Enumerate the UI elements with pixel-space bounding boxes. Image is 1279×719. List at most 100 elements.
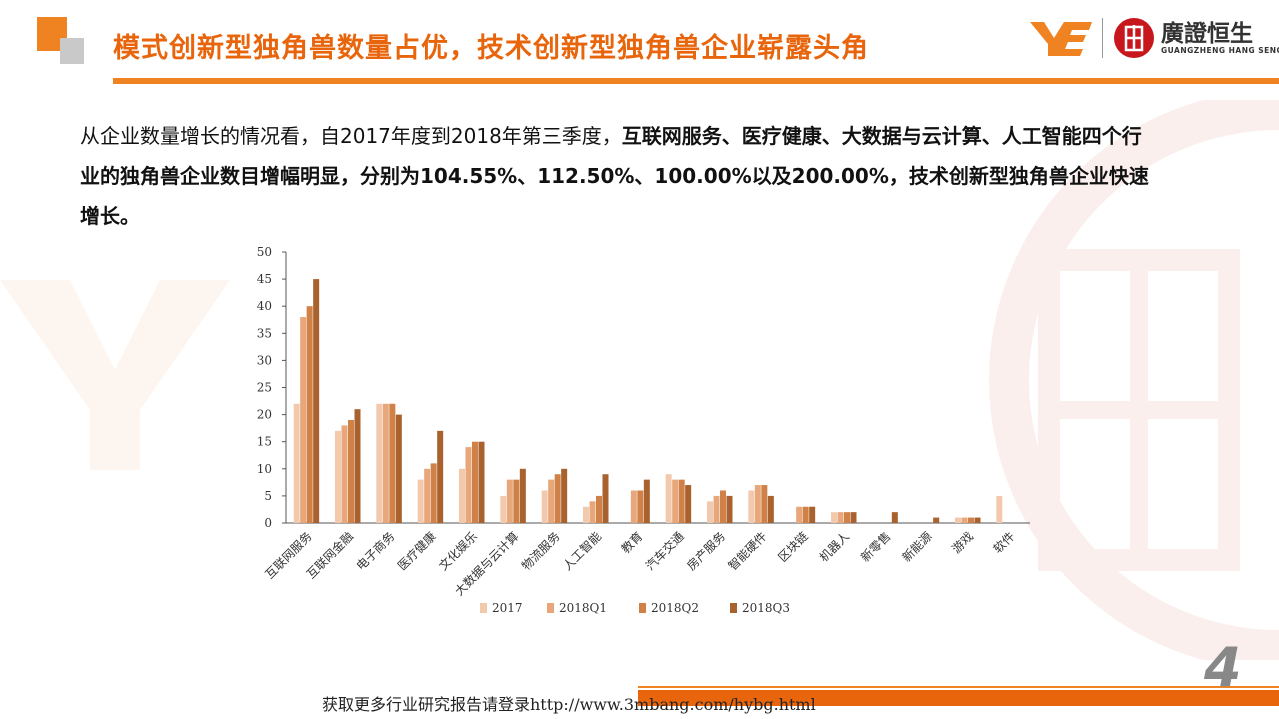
logo-name-cn: 廣證恒生 xyxy=(1161,21,1253,47)
legend-label-2018Q1: 2018Q1 xyxy=(559,601,607,615)
bar-2018Q1 xyxy=(630,490,637,523)
x-category-label: 新能源 xyxy=(899,529,935,565)
bar-2018Q3 xyxy=(726,495,733,523)
bar-2018Q2 xyxy=(637,490,644,523)
x-category-label: 智能硬件 xyxy=(725,529,770,574)
x-category-label: 电子商务 xyxy=(353,529,398,574)
bar-2018Q3 xyxy=(395,414,402,523)
y-tick-label: 40 xyxy=(257,299,272,313)
bar-2018Q2 xyxy=(306,306,313,523)
bar-2018Q3 xyxy=(354,409,361,523)
ye-logo-icon xyxy=(1030,22,1092,56)
bar-2017 xyxy=(335,430,341,523)
watermark-logo-left xyxy=(0,280,230,470)
bar-2018Q3 xyxy=(561,468,568,523)
bar-2018Q2 xyxy=(554,474,561,523)
bar-2018Q2 xyxy=(678,479,685,523)
bar-2018Q3 xyxy=(767,495,774,523)
bar-2018Q2 xyxy=(513,479,520,523)
x-category-label: 区块链 xyxy=(775,529,811,565)
bar-2017 xyxy=(583,506,589,523)
y-tick-label: 10 xyxy=(257,462,272,476)
footer-link-text[interactable]: 获取更多行业研究报告请登录http://www.3mbang.com/hybg.… xyxy=(322,695,816,714)
bar-2018Q2 xyxy=(761,485,768,523)
bar-2018Q2 xyxy=(802,506,809,523)
y-tick-label: 15 xyxy=(257,435,272,449)
bar-2018Q1 xyxy=(548,479,555,523)
title-underline xyxy=(113,78,1279,84)
x-category-label: 人工智能 xyxy=(560,529,605,574)
intro-text: 从企业数量增长的情况看，自2017年度到2018年第三季度， xyxy=(80,124,622,148)
bar-2018Q1 xyxy=(382,403,389,523)
x-category-label: 汽车交通 xyxy=(642,529,687,574)
y-tick-label: 25 xyxy=(257,381,272,395)
seal-logo-icon xyxy=(1114,18,1154,58)
unicorn-count-bar-chart: 05101520253035404550互联网服务互联网金融电子商务医疗健康文化… xyxy=(257,245,1030,615)
x-category-label: 游戏 xyxy=(949,529,976,556)
logo-separator xyxy=(1102,18,1103,58)
bar-2018Q1 xyxy=(300,317,307,523)
bar-2017 xyxy=(996,495,1003,523)
bar-2018Q2 xyxy=(596,495,602,523)
footer-bar xyxy=(638,690,1279,706)
bar-2017 xyxy=(459,468,465,523)
bar-2018Q1 xyxy=(341,425,348,523)
bar-2018Q2 xyxy=(430,463,437,523)
x-category-label: 机器人 xyxy=(817,529,852,564)
legend-label-2017: 2017 xyxy=(492,601,523,615)
y-tick-label: 50 xyxy=(257,245,272,259)
x-category-label: 物流服务 xyxy=(518,529,563,574)
x-category-label: 医疗健康 xyxy=(394,529,439,574)
bar-2017 xyxy=(293,403,300,523)
bar-2017 xyxy=(541,490,548,523)
intro-highlight-text: 互联网服务、医疗健康、大数据与云计算、人工智能四个行业的独角兽企业数目增幅明显，… xyxy=(80,124,1149,228)
bar-2018Q2 xyxy=(844,512,850,523)
y-tick-label: 35 xyxy=(257,326,272,340)
bar-2017 xyxy=(376,403,383,523)
intro-paragraph: 从企业数量增长的情况看，自2017年度到2018年第三季度，互联网服务、医疗健康… xyxy=(80,116,1150,236)
legend-label-2018Q2: 2018Q2 xyxy=(651,601,699,615)
bar-2018Q3 xyxy=(891,512,898,523)
bar-2018Q1 xyxy=(589,501,596,523)
x-category-label: 新零售 xyxy=(857,529,893,565)
x-category-label: 教育 xyxy=(618,529,646,557)
bar-2018Q3 xyxy=(478,441,485,523)
bar-2018Q3 xyxy=(850,512,857,523)
bar-2018Q3 xyxy=(602,474,609,523)
bar-2018Q2 xyxy=(720,490,726,523)
bar-2018Q1 xyxy=(796,506,803,523)
bar-2018Q3 xyxy=(933,517,940,523)
bar-2018Q3 xyxy=(809,506,816,523)
bar-2018Q3 xyxy=(974,517,981,523)
page-title: 模式创新型独角兽数量占优，技术创新型独角兽企业崭露头角 xyxy=(113,33,869,64)
header-square-gray xyxy=(60,38,84,64)
bar-2018Q3 xyxy=(437,430,444,523)
bar-2018Q1 xyxy=(672,479,679,523)
x-category-label: 软件 xyxy=(991,529,1018,556)
bar-2017 xyxy=(417,479,424,523)
bar-2018Q3 xyxy=(685,485,692,523)
bar-2018Q2 xyxy=(968,517,974,523)
bar-2017 xyxy=(500,495,507,523)
logo-name-en: GUANGZHENG HANG SENG xyxy=(1161,46,1279,55)
footer-bar-line xyxy=(638,686,1279,688)
watermark-seal-right xyxy=(989,100,1279,660)
bar-2017 xyxy=(748,490,755,523)
legend-swatch-2017 xyxy=(480,603,487,613)
bar-2018Q1 xyxy=(754,485,761,523)
bar-2018Q1 xyxy=(465,447,472,523)
bar-2018Q1 xyxy=(961,517,968,523)
bar-2018Q2 xyxy=(389,403,396,523)
bar-2018Q1 xyxy=(424,468,431,523)
bar-2018Q3 xyxy=(643,479,650,523)
bar-2017 xyxy=(665,474,672,523)
x-category-label: 房产服务 xyxy=(684,529,729,574)
page-number: 4 xyxy=(1204,636,1242,699)
bar-2018Q1 xyxy=(837,512,844,523)
bar-2018Q1 xyxy=(506,479,513,523)
bar-2017 xyxy=(955,517,961,523)
y-tick-label: 5 xyxy=(264,489,272,503)
bar-2018Q3 xyxy=(313,279,320,523)
bar-2018Q3 xyxy=(519,468,526,523)
legend-swatch-2018Q1 xyxy=(547,603,554,613)
